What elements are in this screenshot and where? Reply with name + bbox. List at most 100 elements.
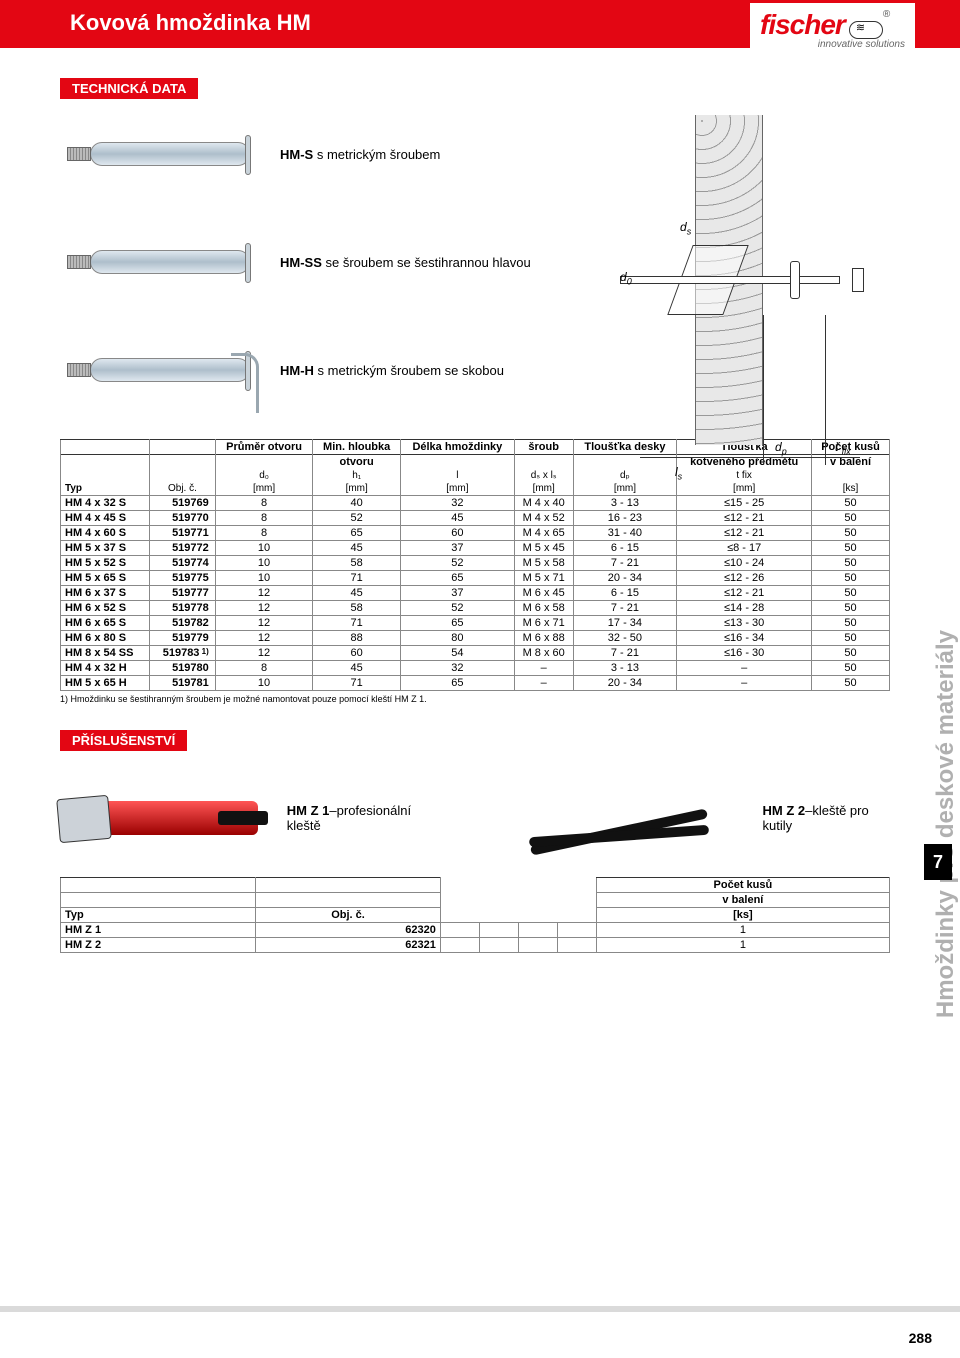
dim-label-d0: d0 — [620, 270, 632, 286]
table-cell: 519777 — [150, 586, 216, 601]
table-cell: 62320 — [256, 923, 441, 938]
table-cell: 32 — [401, 661, 515, 676]
table-header-cell: Délka hmoždinky — [401, 440, 515, 455]
table-cell: 45 — [313, 661, 401, 676]
table-header-cell — [557, 878, 596, 893]
table-cell: 58 — [313, 601, 401, 616]
table-cell: 50 — [812, 631, 890, 646]
table-header-cell: Min. hloubka — [313, 440, 401, 455]
table-cell: – — [514, 676, 573, 691]
table-row: HM Z 1623201 — [61, 923, 890, 938]
technical-diagram: ds d0 ls dp t fix — [600, 115, 900, 515]
table-row: HM 6 x 65 S519782127165M 6 x 7117 - 34≤1… — [61, 616, 890, 631]
table-header-cell: otvoru — [313, 455, 401, 470]
table-header-cell — [514, 455, 573, 470]
table-header-cell: Počet kusů — [596, 878, 889, 893]
fish-icon — [849, 21, 883, 39]
table-cell: 50 — [812, 601, 890, 616]
table-cell: 1 — [596, 938, 889, 953]
product-desc-text: se šroubem se šestihrannou hlavou — [322, 255, 531, 270]
dim-label-dp: dp — [775, 440, 787, 456]
table-header-cell — [150, 469, 216, 482]
table-cell: M 4 x 52 — [514, 511, 573, 526]
table-cell: 45 — [401, 511, 515, 526]
table-cell: 65 — [401, 571, 515, 586]
table-footnote: 1) Hmoždinku se šestihranným šroubem je … — [60, 694, 900, 704]
table-cell: 12 — [215, 616, 313, 631]
table-cell: 50 — [812, 541, 890, 556]
table-cell: 32 - 50 — [573, 631, 677, 646]
table-cell: 7 - 21 — [573, 601, 677, 616]
table-cell: 88 — [313, 631, 401, 646]
table-cell: 71 — [313, 676, 401, 691]
table-cell: 519778 — [150, 601, 216, 616]
table-cell: 6 - 15 — [573, 586, 677, 601]
table-header-cell — [479, 908, 518, 923]
table-header-cell: d₀ — [215, 469, 313, 482]
table-cell: 31 - 40 — [573, 526, 677, 541]
table-cell: 519771 — [150, 526, 216, 541]
table-cell: 1 — [596, 923, 889, 938]
product-image-hm-ss — [60, 223, 280, 301]
table-cell: HM 5 x 37 S — [61, 541, 150, 556]
table-header-cell — [440, 878, 479, 893]
table-cell: M 6 x 71 — [514, 616, 573, 631]
table-cell: HM Z 2 — [61, 938, 256, 953]
table-cell: 52 — [313, 511, 401, 526]
table-header-cell: [mm] — [215, 482, 313, 496]
product-desc: HM-S s metrickým šroubem — [280, 147, 440, 162]
table-header-cell — [256, 893, 441, 908]
product-code: HM-S — [280, 147, 313, 162]
table-cell: 519770 — [150, 511, 216, 526]
table-cell: 519774 — [150, 556, 216, 571]
table-cell: 519781 — [150, 676, 216, 691]
table-cell: 20 - 34 — [573, 676, 677, 691]
diagram-anchor-section — [620, 265, 860, 295]
table-cell: HM 4 x 32 H — [61, 661, 150, 676]
accessory-code: HM Z 1 — [287, 803, 330, 818]
table-header-cell — [61, 878, 256, 893]
table-cell: ≤12 - 26 — [677, 571, 812, 586]
table-cell: 50 — [812, 646, 890, 661]
table-cell: HM 4 x 60 S — [61, 526, 150, 541]
table-cell: 8 — [215, 661, 313, 676]
table-cell: 17 - 34 — [573, 616, 677, 631]
dim-label-ds: ds — [680, 220, 691, 236]
table-cell: ≤16 - 34 — [677, 631, 812, 646]
table-cell — [440, 938, 479, 953]
table-header-cell — [150, 455, 216, 470]
table-cell: 45 — [313, 541, 401, 556]
table-cell: 519780 — [150, 661, 216, 676]
table-cell: 8 — [215, 526, 313, 541]
table-header-cell: [mm] — [313, 482, 401, 496]
table-cell: 50 — [812, 676, 890, 691]
table-cell: 50 — [812, 586, 890, 601]
table-cell: HM 8 x 54 SS — [61, 646, 150, 661]
accessories-table: Počet kusů v balení TypObj. č.[ks] HM Z … — [60, 877, 890, 953]
table-header-cell — [61, 893, 256, 908]
table-header-cell: Obj. č. — [150, 482, 216, 496]
table-cell: ≤8 - 17 — [677, 541, 812, 556]
table-row: HM 6 x 80 S519779128880M 6 x 8832 - 50≤1… — [61, 631, 890, 646]
table-row: HM 4 x 32 H51978084532–3 - 13–50 — [61, 661, 890, 676]
table-header-cell: [mm] — [514, 482, 573, 496]
table-header-cell: l — [401, 469, 515, 482]
table-cell: 45 — [313, 586, 401, 601]
table-cell: 65 — [401, 676, 515, 691]
accessory-image-hmz1 — [60, 779, 287, 857]
table-cell: 12 — [215, 631, 313, 646]
table-cell: 12 — [215, 586, 313, 601]
table-cell: 50 — [812, 571, 890, 586]
table-row: HM 8 x 54 SS519783 1)126054M 8 x 607 - 2… — [61, 646, 890, 661]
table-cell — [518, 938, 557, 953]
table-cell: – — [677, 661, 812, 676]
table-cell: 37 — [401, 586, 515, 601]
table-header-cell — [557, 893, 596, 908]
table-cell: ≤16 - 30 — [677, 646, 812, 661]
table-cell: ≤13 - 30 — [677, 616, 812, 631]
table-cell: 58 — [313, 556, 401, 571]
table-cell: 71 — [313, 616, 401, 631]
table-cell: 519782 — [150, 616, 216, 631]
product-image-hm-s — [60, 115, 280, 193]
table-cell: M 6 x 88 — [514, 631, 573, 646]
